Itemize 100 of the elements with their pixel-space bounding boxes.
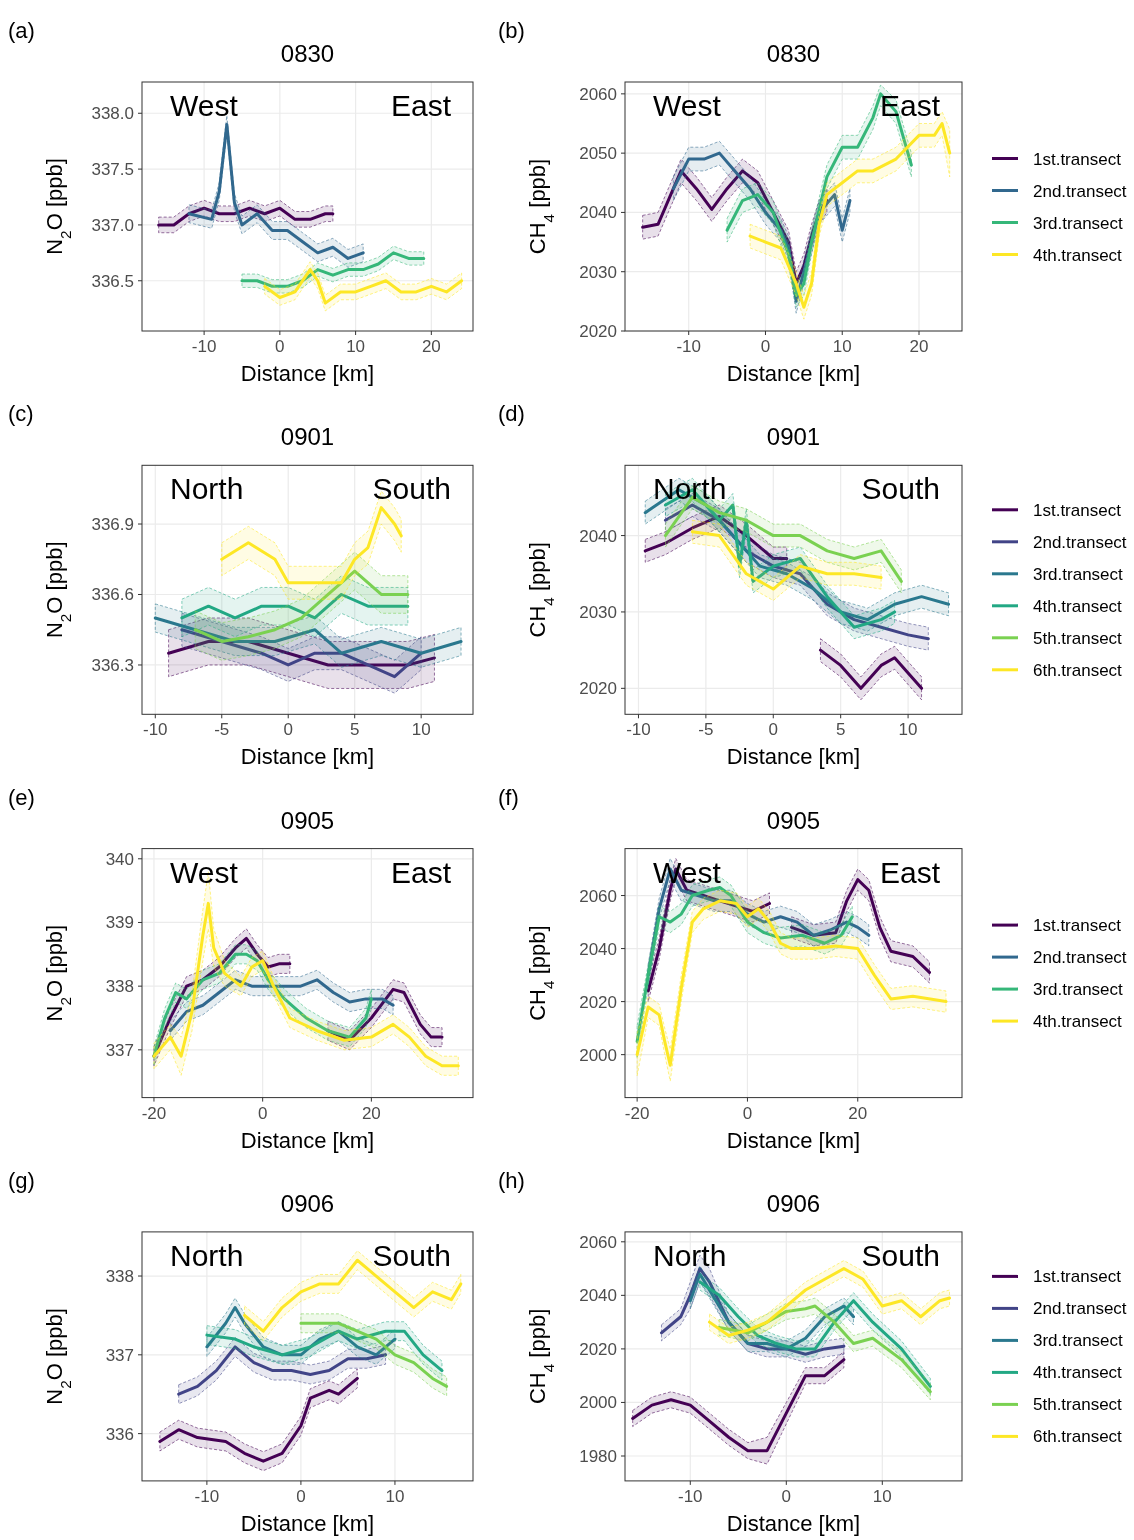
legend-label: 1st.transect (1033, 500, 1122, 520)
legend-label: 6th.transect (1033, 660, 1123, 680)
x-axis-title: Distance [km] (240, 1510, 375, 1536)
y-tick-label: 2020 (579, 992, 617, 1012)
legend-label: 5th.transect (1033, 628, 1123, 648)
y-tick-label: 2020 (579, 322, 617, 341)
x-tick-label: -10 (194, 1486, 220, 1506)
x-tick-label: 0 (275, 337, 285, 356)
x-tick-label: 0 (283, 720, 293, 740)
annotation: West (170, 89, 239, 122)
y-tick-label: 337.5 (91, 160, 134, 180)
x-axis-title: Distance [km] (726, 1127, 861, 1153)
annotation: North (170, 1238, 244, 1272)
x-tick-label: 20 (848, 1103, 868, 1123)
line-series (707, 1267, 952, 1338)
text: (h) (498, 1167, 525, 1193)
x-tick-label: 20 (421, 337, 441, 356)
x-tick-label: 5 (349, 720, 360, 740)
y-tick-label: 339 (105, 913, 134, 933)
chart-title: 0901 (766, 423, 821, 451)
legend-label: 2nd.transect (1033, 1299, 1127, 1319)
y-tick-label: 338 (105, 1267, 134, 1287)
x-tick-label: -10 (678, 1486, 703, 1506)
annotation: North (653, 472, 727, 506)
annotation: South (372, 472, 451, 506)
line-series (690, 530, 883, 591)
x-tick-label: -10 (191, 337, 217, 356)
y-tick-label: 336.9 (91, 515, 134, 535)
x-tick-label: 0 (257, 1103, 268, 1123)
y-tick-label: 2000 (579, 1393, 617, 1413)
annotation: West (170, 855, 239, 889)
x-tick-label: 0 (760, 337, 771, 356)
line-series (177, 1345, 388, 1396)
x-axis-title: Distance [km] (726, 1510, 861, 1536)
x-tick-label: -5 (214, 720, 230, 740)
y-tick-label: 1980 (579, 1447, 617, 1466)
x-axis-title: Distance [km] (726, 744, 861, 770)
text: (f) (498, 784, 519, 810)
text: (d) (498, 401, 525, 427)
annotation: North (653, 1238, 727, 1272)
y-tick-label: 2060 (579, 84, 617, 104)
x-tick-label: 10 (872, 1486, 892, 1506)
legend-label: 3rd.transect (1033, 564, 1124, 584)
legend-label: 2nd.transect (1033, 532, 1127, 552)
x-tick-label: 20 (909, 337, 929, 356)
x-tick-label: 10 (346, 337, 366, 356)
y-tick-label: 2040 (579, 203, 617, 223)
annotation: East (879, 855, 941, 889)
x-tick-label: 5 (835, 720, 846, 740)
y-tick-label: 337 (105, 1040, 134, 1060)
chart-title: 0906 (766, 1189, 821, 1217)
y-tick-label: 2030 (579, 602, 617, 622)
y-tick-label: 2030 (579, 262, 617, 282)
y-tick-label: 336.5 (91, 271, 134, 291)
y-tick-label: 336 (105, 1424, 134, 1444)
y-tick-label: 338 (105, 977, 134, 997)
x-tick-label: -10 (626, 720, 651, 740)
legend-label: 1st.transect (1033, 149, 1122, 169)
line-series (168, 978, 395, 1033)
x-axis-title: Distance [km] (240, 361, 375, 386)
chart-title: 0830 (766, 40, 821, 67)
text: (b) (498, 18, 525, 43)
x-tick-label: -10 (143, 720, 168, 740)
legend-label: 2nd.transect (1033, 181, 1127, 201)
x-tick-label: 0 (296, 1486, 306, 1506)
y-tick-label: 338.0 (91, 104, 134, 124)
chart-title: 0905 (766, 806, 821, 834)
chart-title: 0901 (280, 423, 335, 451)
text: (c) (8, 401, 34, 427)
y-tick-label: 336.3 (91, 655, 134, 675)
y-tick-label: 336.6 (91, 585, 134, 605)
line-series (193, 569, 410, 643)
legend-label: 3rd.transect (1033, 1331, 1124, 1351)
legend-label: 4th.transect (1033, 596, 1123, 616)
x-tick-label: 10 (385, 1486, 405, 1506)
x-tick-label: -20 (141, 1103, 167, 1123)
line-series (153, 616, 463, 655)
annotation: West (653, 855, 722, 889)
y-tick-label: 2020 (579, 1339, 617, 1359)
annotation: South (372, 1238, 451, 1272)
legend-label: 4th.transect (1033, 245, 1123, 265)
line-series (152, 901, 460, 1068)
y-tick-label: 2060 (579, 1232, 617, 1252)
x-axis-title: Distance [km] (240, 744, 375, 770)
y-tick-label: 2040 (579, 526, 617, 546)
chart-title: 0830 (280, 40, 335, 67)
line-series (180, 628, 423, 679)
line-series (220, 506, 403, 585)
line-series (299, 1321, 449, 1388)
line-series (631, 1358, 846, 1453)
y-tick-label: 2000 (579, 1045, 617, 1065)
x-tick-label: 10 (832, 337, 852, 356)
annotation: North (170, 472, 244, 506)
x-tick-label: 20 (361, 1103, 381, 1123)
y-tick-label: 2050 (579, 144, 617, 164)
annotation: West (653, 89, 722, 122)
y-tick-label: 2040 (579, 939, 617, 959)
x-axis-title: Distance [km] (726, 361, 861, 386)
chart-title: 0906 (280, 1189, 335, 1217)
legend-label: 4th.transect (1033, 1012, 1123, 1032)
